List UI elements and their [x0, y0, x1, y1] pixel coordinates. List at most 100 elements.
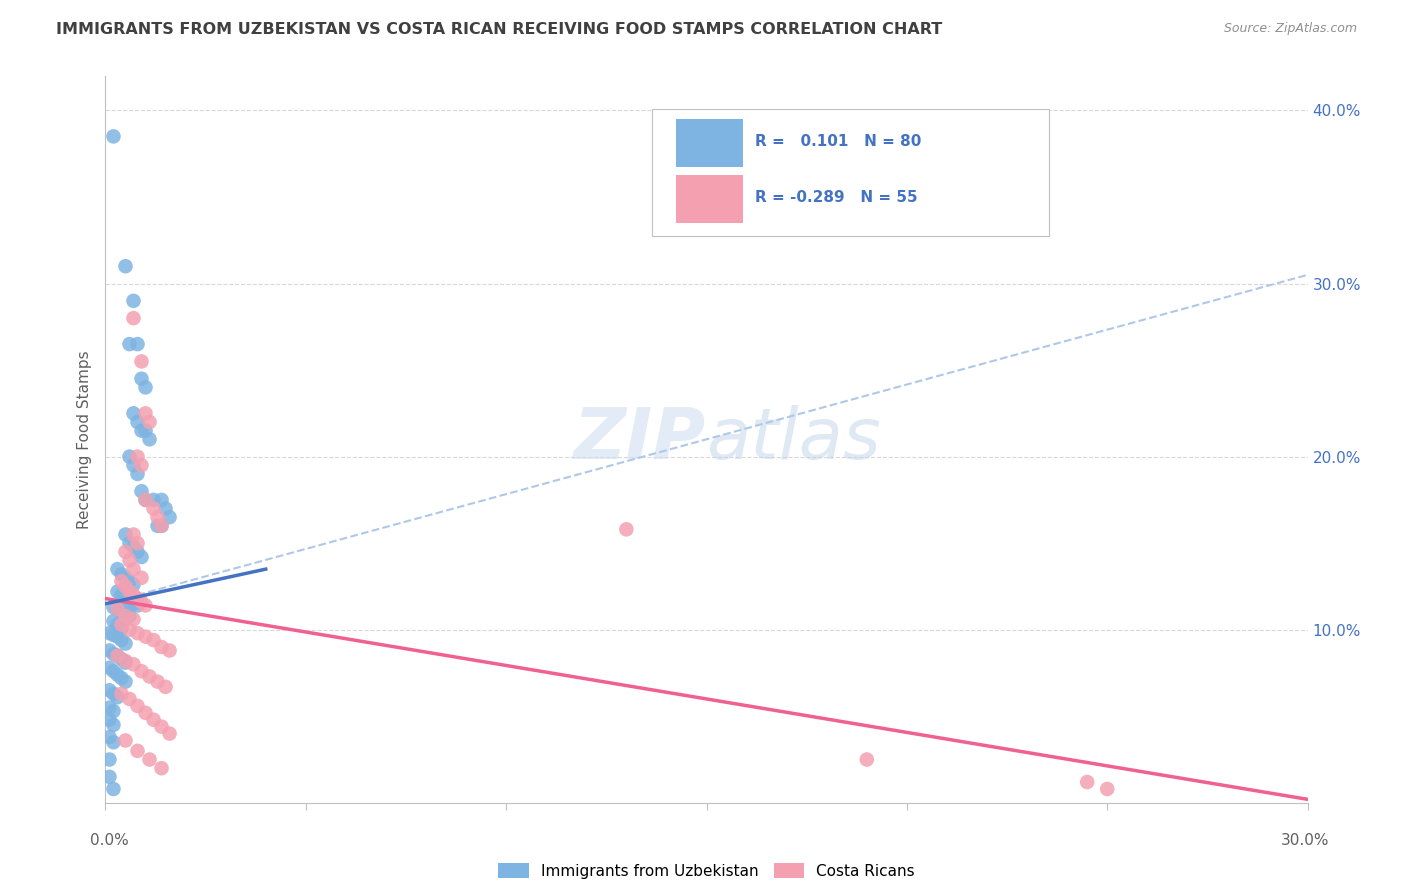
Point — [122, 406, 145, 420]
Point — [110, 633, 132, 648]
Point — [122, 578, 145, 592]
Point — [103, 628, 125, 642]
Y-axis label: Receiving Food Stamps: Receiving Food Stamps — [77, 350, 93, 529]
Point — [118, 574, 141, 589]
Point — [118, 584, 141, 599]
Text: R = -0.289   N = 55: R = -0.289 N = 55 — [755, 190, 917, 205]
Point — [159, 643, 181, 657]
Point — [127, 337, 149, 351]
Point — [135, 706, 157, 720]
Point — [118, 595, 141, 609]
Point — [103, 781, 125, 796]
Point — [114, 733, 136, 747]
Point — [142, 501, 165, 516]
Point — [103, 647, 125, 661]
Point — [114, 591, 136, 606]
Point — [142, 492, 165, 507]
Point — [118, 337, 141, 351]
Point — [103, 735, 125, 749]
Text: R =   0.101   N = 80: R = 0.101 N = 80 — [755, 134, 921, 149]
Point — [146, 510, 169, 524]
Point — [131, 424, 153, 438]
Point — [127, 591, 149, 606]
Point — [131, 372, 153, 386]
Point — [135, 492, 157, 507]
Point — [122, 612, 145, 626]
Point — [103, 687, 125, 701]
Text: 0.0%: 0.0% — [90, 833, 129, 847]
Text: ZIP: ZIP — [574, 405, 707, 474]
Point — [98, 752, 121, 766]
Point — [107, 648, 129, 663]
Point — [131, 665, 153, 679]
Bar — [676, 120, 742, 167]
Point — [110, 687, 132, 701]
Point — [146, 519, 169, 533]
Point — [107, 667, 129, 681]
Point — [131, 549, 153, 564]
Point — [110, 621, 132, 635]
Point — [122, 597, 145, 611]
Point — [127, 599, 149, 613]
Point — [114, 654, 136, 668]
Point — [98, 626, 121, 640]
Text: 30.0%: 30.0% — [1281, 833, 1329, 847]
Point — [159, 726, 181, 740]
Text: Source: ZipAtlas.com: Source: ZipAtlas.com — [1223, 22, 1357, 36]
Point — [135, 380, 157, 394]
Point — [150, 640, 173, 654]
Point — [127, 536, 149, 550]
Point — [150, 720, 173, 734]
Point — [122, 527, 145, 541]
Point — [107, 648, 129, 663]
Point — [855, 752, 877, 766]
Point — [110, 606, 132, 620]
Point — [114, 607, 136, 621]
Point — [114, 259, 136, 273]
Point — [127, 744, 149, 758]
Point — [110, 574, 132, 589]
Point — [114, 674, 136, 689]
Point — [107, 602, 129, 616]
Text: IMMIGRANTS FROM UZBEKISTAN VS COSTA RICAN RECEIVING FOOD STAMPS CORRELATION CHAR: IMMIGRANTS FROM UZBEKISTAN VS COSTA RICA… — [56, 22, 942, 37]
Point — [150, 519, 173, 533]
Point — [122, 562, 145, 576]
Point — [114, 608, 136, 623]
Point — [127, 415, 149, 429]
Point — [135, 630, 157, 644]
Point — [122, 293, 145, 308]
Point — [103, 129, 125, 144]
Point — [155, 501, 177, 516]
Point — [131, 484, 153, 499]
Point — [135, 492, 157, 507]
Text: atlas: atlas — [707, 405, 882, 474]
Bar — [652, 109, 1049, 235]
Point — [103, 600, 125, 615]
Point — [107, 617, 129, 632]
Point — [107, 630, 129, 644]
Point — [122, 588, 145, 602]
Point — [127, 545, 149, 559]
Point — [138, 669, 160, 683]
Point — [131, 571, 153, 585]
Point — [110, 671, 132, 685]
Point — [159, 510, 181, 524]
Point — [114, 571, 136, 585]
Point — [138, 433, 160, 447]
Point — [135, 406, 157, 420]
Point — [127, 450, 149, 464]
Point — [98, 661, 121, 675]
Point — [142, 633, 165, 648]
Point — [122, 540, 145, 554]
Point — [107, 584, 129, 599]
Point — [135, 599, 157, 613]
Point — [103, 718, 125, 732]
Point — [98, 643, 121, 657]
Point — [150, 761, 173, 775]
Point — [122, 311, 145, 326]
Legend: Immigrants from Uzbekistan, Costa Ricans: Immigrants from Uzbekistan, Costa Ricans — [498, 863, 915, 879]
Point — [98, 770, 121, 784]
Point — [118, 450, 141, 464]
Point — [150, 492, 173, 507]
Point — [98, 713, 121, 727]
